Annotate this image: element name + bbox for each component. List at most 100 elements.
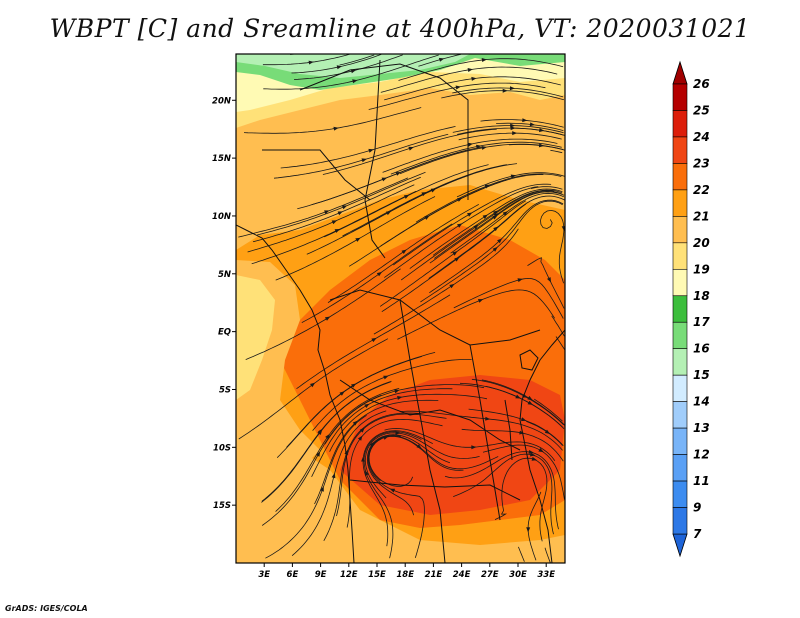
streamline-arrow (310, 382, 316, 388)
streamline (496, 122, 564, 131)
streamline-arrow (526, 527, 531, 533)
streamline-arrow (365, 470, 369, 476)
streamline (453, 277, 564, 319)
streamline (434, 190, 563, 259)
colorbar-swatch (672, 163, 688, 191)
border-line (364, 59, 386, 259)
field-band-21-south (236, 420, 565, 563)
lon-tick-label: 30E (509, 570, 527, 580)
colorbar-label: 15 (693, 368, 710, 382)
streamline (301, 223, 453, 323)
plot-frame (235, 53, 566, 564)
lake-tanganyika (504, 399, 513, 461)
streamline-arrow (547, 277, 551, 283)
streamline-arrow (308, 60, 314, 65)
streamline-arrow (482, 214, 488, 219)
streamline (373, 228, 519, 335)
lat-tick-label: 15N (212, 154, 231, 164)
colorbar-label: 14 (693, 395, 710, 409)
streamline-arrow (492, 246, 498, 252)
streamline-arrow (352, 420, 358, 426)
streamline (262, 54, 351, 66)
colorbar-label: 22 (693, 183, 710, 197)
lon-tick-label: 12E (340, 570, 358, 580)
colorbar-label: 21 (693, 209, 710, 223)
streamline-arrow (493, 210, 499, 215)
streamline-arrow (539, 128, 545, 133)
lon-tick-label: 15E (368, 570, 386, 580)
streamline-arrow (331, 220, 338, 225)
streamline-arrow (404, 194, 410, 199)
streamline-arrow (389, 488, 396, 493)
streamline-arrow (355, 237, 361, 242)
colorbar-swatch (672, 480, 688, 508)
streamline-arrow (522, 118, 528, 123)
streamline-arrow (324, 210, 330, 215)
lon-tick-label: 21E (425, 570, 443, 580)
streamline-arrow (339, 391, 345, 396)
colorbar-label: 16 (693, 342, 710, 356)
streamline-arrow (510, 126, 516, 131)
colorbar-swatch (672, 189, 688, 217)
lake-victoria (519, 349, 539, 371)
streamline (243, 107, 422, 134)
streamline-arrow (493, 226, 499, 232)
streamline-arrow (538, 143, 545, 148)
streamline (544, 547, 551, 563)
streamline-arrow (315, 451, 321, 457)
streamline-arrow (467, 142, 473, 147)
streamline-arrow (449, 283, 455, 289)
colorbar-swatch (672, 110, 688, 138)
streamline-arrow (561, 226, 565, 232)
lat-tick-label: 15S (213, 501, 231, 511)
streamline (324, 164, 489, 238)
border-line (299, 63, 469, 200)
colorbar-label: 20 (693, 236, 710, 250)
streamline-arrow (361, 158, 367, 163)
streamline-arrow (538, 448, 544, 453)
streamline-arrow (394, 389, 400, 394)
streamline (527, 257, 565, 309)
streamline (252, 176, 421, 243)
streamline-arrow (359, 427, 365, 433)
streamline-arrow (455, 85, 461, 90)
streamline (280, 126, 456, 169)
streamline-arrow (438, 57, 445, 62)
streamline (533, 398, 563, 422)
lon-tick-label: 18E (396, 570, 414, 580)
country-borders (236, 59, 565, 563)
streamline-arrow (531, 456, 537, 461)
streamline-arrow (424, 215, 430, 220)
coastline-west (236, 224, 355, 563)
latitude-axis: 20N 15N 10N 5N EQ 5S 10S 15S (212, 96, 236, 511)
coastline-east (519, 329, 565, 563)
colorbar-label: 24 (693, 130, 710, 144)
colorbar-label: 12 (693, 448, 710, 462)
streamline-arrow (341, 205, 348, 210)
lat-tick-label: 20N (212, 96, 231, 106)
colorbar: 7 9 11 12 13 14 15 16 17 18 19 20 21 22 23 24 25 26 (672, 60, 710, 558)
streamline-arrow (352, 79, 358, 84)
streamline (327, 204, 479, 303)
colorbar-swatch (672, 136, 688, 164)
streamline (530, 186, 563, 190)
streamline-arrow (452, 251, 458, 256)
streamline-arrow (371, 337, 377, 343)
streamline-arrow (467, 212, 473, 217)
colorbar-label: 18 (693, 289, 710, 303)
streamline-arrow (381, 177, 387, 182)
colorbar-swatch (672, 427, 688, 455)
streamline (452, 125, 564, 134)
streamline (273, 133, 449, 179)
map-title: WBPT [C] and Sreamline at 400hPa, VT: 20… (49, 14, 751, 43)
streamline-arrow (383, 375, 389, 380)
lat-tick-label: 5N (218, 270, 231, 280)
streamline-arrow (521, 417, 527, 422)
streamline (291, 410, 387, 557)
streamline-arrow (337, 211, 343, 216)
colorbar-label: 25 (693, 103, 710, 117)
streamline-arrow (333, 126, 339, 131)
grads-credit: GrADS: IGES/COLA (5, 604, 88, 613)
streamline (429, 199, 564, 294)
colorbar-swatch (672, 321, 688, 350)
